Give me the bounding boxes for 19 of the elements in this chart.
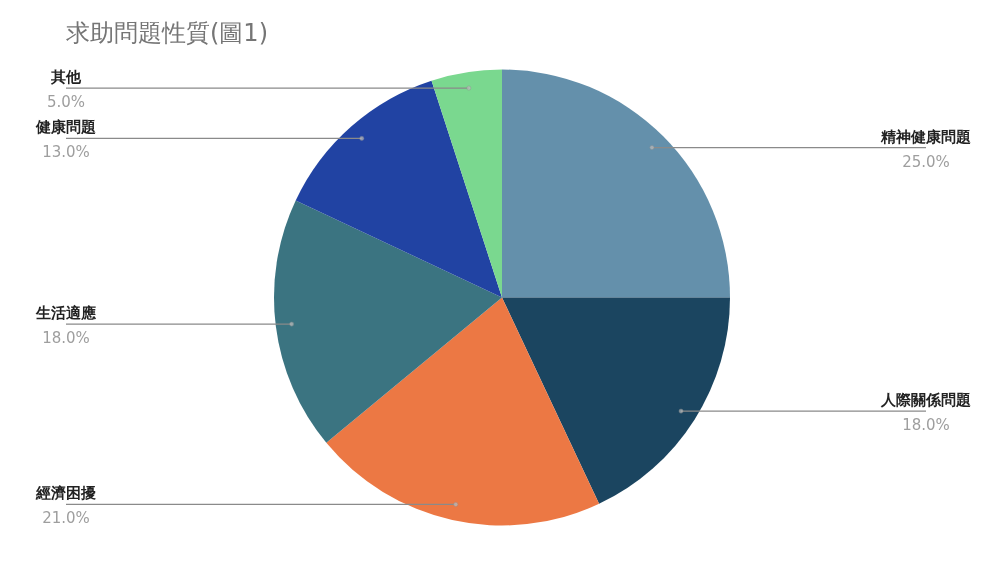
data-label: 13.0% — [42, 143, 90, 162]
slice-label: 人際關係問題 — [880, 391, 971, 410]
data-label: 18.0% — [42, 329, 90, 348]
pie-slice — [431, 69, 502, 298]
pie-slice — [274, 200, 502, 443]
slice-label: 其他 — [50, 68, 82, 87]
data-label: 25.0% — [902, 152, 950, 171]
data-label: 18.0% — [902, 416, 950, 435]
slice-label: 經濟困擾 — [35, 484, 96, 503]
pie-slice — [295, 80, 502, 298]
slice-label: 生活適應 — [35, 304, 97, 323]
data-label: 5.0% — [46, 93, 86, 112]
slice-label: 健康問題 — [35, 118, 96, 137]
slice-label: 精神健康問題 — [880, 127, 971, 146]
pie-slice — [326, 297, 600, 526]
chart-title: 求助問題性質(圖1) — [66, 19, 268, 47]
data-label: 21.0% — [42, 509, 90, 528]
pie-slice — [502, 297, 730, 504]
pie-slice — [502, 69, 730, 298]
